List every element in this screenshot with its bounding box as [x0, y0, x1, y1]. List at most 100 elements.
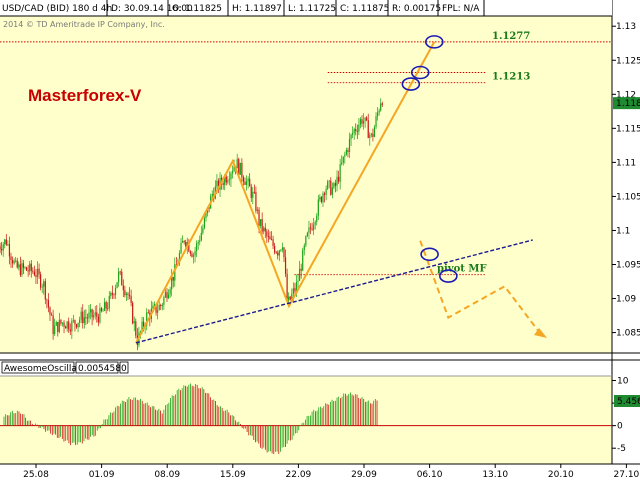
candle-body	[119, 271, 121, 273]
candle-body	[89, 309, 92, 313]
candle-body	[128, 294, 131, 297]
candle-body	[334, 183, 337, 186]
candle-body	[297, 280, 299, 282]
candle-body	[372, 133, 374, 137]
last-price-tag	[613, 97, 640, 110]
candle-body	[185, 241, 187, 247]
candle-body	[49, 307, 51, 315]
candle-body	[327, 181, 329, 189]
candle-body	[178, 253, 181, 264]
candle-body	[325, 188, 327, 195]
candle-body	[99, 308, 101, 323]
annotations: 1.1187	[135, 35, 640, 344]
candle-body	[169, 289, 171, 295]
candle-body	[217, 180, 220, 190]
candle-body	[100, 308, 103, 311]
osc-tick-label: 10	[617, 377, 629, 387]
candle-body	[375, 116, 377, 128]
candle-body	[153, 304, 156, 306]
candle-body	[5, 239, 7, 245]
candle-body	[202, 227, 204, 233]
candle-body	[288, 296, 290, 301]
candle-body	[24, 267, 26, 269]
candle-body	[54, 325, 56, 335]
candle-body	[194, 251, 196, 256]
candle-body	[116, 282, 118, 288]
header-bar: USD/CAD (BID) 180 d 4h D: 30.09.14 16:00…	[0, 0, 612, 17]
candle-body	[320, 197, 323, 203]
candle-body	[278, 250, 280, 256]
range-label: R: 0.00175	[392, 4, 441, 14]
candle-body	[323, 193, 326, 195]
trend-path	[135, 41, 436, 344]
candle-body	[330, 180, 332, 195]
candle-body	[378, 110, 380, 113]
candle-body	[245, 181, 248, 185]
candle-body	[64, 326, 67, 329]
candle-body	[50, 314, 53, 316]
candle-body	[191, 253, 193, 257]
candle-body	[55, 322, 57, 326]
candle-body	[376, 112, 379, 117]
candle-body	[160, 304, 162, 307]
candle-body	[2, 244, 4, 251]
candle-body	[364, 117, 366, 122]
osc-last-label: 5.456	[617, 397, 640, 407]
candle-body	[181, 241, 184, 243]
price-tick-label: 1.125	[616, 56, 640, 66]
candle-body	[88, 312, 90, 319]
candle-body	[75, 324, 78, 328]
candle-body	[166, 292, 168, 299]
candle-body	[93, 315, 95, 318]
candle-body	[242, 177, 245, 182]
candle-body	[147, 312, 149, 314]
candle-body	[298, 268, 301, 281]
candle-body	[4, 239, 6, 245]
candle-body	[264, 227, 266, 232]
candle-body	[22, 263, 25, 268]
candle-body	[174, 264, 176, 281]
candle-body	[199, 240, 201, 242]
candle-body	[36, 268, 39, 277]
candle-body	[69, 329, 71, 332]
candle-body	[367, 120, 369, 139]
candle-body	[322, 193, 324, 203]
price-tick-label: 1.12	[616, 90, 636, 100]
candle-body	[269, 236, 271, 240]
candle-body	[161, 304, 163, 307]
candle-body	[8, 244, 11, 257]
oscillator-header: AwesomeOscillator 0.0054587 0	[1, 361, 129, 374]
candle-body	[180, 242, 182, 254]
symbol-label: USD/CAD (BID) 180 d 4h	[2, 4, 112, 14]
candle-body	[313, 224, 315, 230]
candle-body	[110, 292, 112, 297]
candle-body	[71, 320, 73, 332]
level-label: 1.1213	[492, 72, 530, 83]
candle-body	[97, 316, 99, 323]
time-tick-label: 20.10	[548, 470, 574, 480]
candle-body	[183, 241, 185, 242]
price-tick-label: 1.105	[616, 192, 640, 202]
candle-body	[259, 219, 262, 226]
candle-body	[167, 294, 170, 299]
candle-body	[244, 181, 246, 185]
osc-tick-label: -5	[617, 444, 626, 454]
candle-body	[21, 263, 23, 276]
candle-body	[348, 138, 351, 152]
candle-body	[63, 322, 65, 327]
level-label: 1.1277	[492, 31, 530, 42]
candle-body	[13, 260, 15, 264]
time-tick-label: 06.10	[417, 470, 443, 480]
candle-body	[158, 304, 160, 311]
oscillator-value: 0.0054587	[78, 364, 127, 374]
candle-body	[305, 236, 307, 246]
candles	[0, 98, 383, 351]
candle-body	[337, 176, 340, 182]
candle-body	[255, 192, 257, 212]
candle-body	[333, 183, 335, 188]
circle-mark	[420, 247, 439, 262]
price-tick-label: 1.13	[616, 22, 636, 32]
candle-body	[233, 166, 235, 172]
candle-body	[263, 227, 265, 232]
candle-body	[247, 178, 249, 182]
